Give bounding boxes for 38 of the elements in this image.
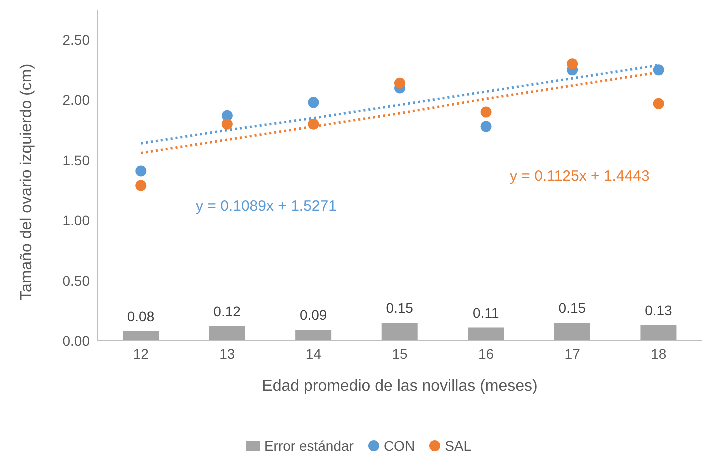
x-tick-label: 16	[478, 346, 494, 362]
y-tick-label: 1.00	[62, 212, 90, 229]
legend-label: SAL	[445, 438, 472, 454]
y-tick-label: 2.50	[62, 32, 90, 48]
point	[653, 64, 664, 76]
annotation: y = 0.1089x + 1.5271	[196, 198, 337, 215]
annotation: y = 0.1125x + 1.4443	[510, 168, 650, 185]
point	[480, 106, 492, 118]
x-tick-label: 15	[392, 346, 408, 362]
y-tick-label: 0.00	[62, 332, 90, 349]
legend-label: CON	[384, 438, 416, 454]
x-axis-title: Edad promedio de las novillas (meses)	[262, 378, 538, 395]
data-label: 0.08	[127, 308, 155, 324]
point	[567, 58, 578, 70]
x-tick-label: 18	[651, 346, 667, 362]
x-tick-label: 17	[564, 346, 581, 362]
data-label: 0.13	[645, 302, 673, 318]
data-label: 0.15	[558, 300, 586, 316]
point	[653, 98, 664, 110]
point	[136, 180, 147, 192]
data-label: 0.09	[300, 307, 328, 324]
point	[308, 118, 320, 130]
point	[394, 78, 406, 89]
y-tick-label: 0.50	[62, 272, 90, 289]
x-tick-label: 13	[220, 346, 236, 362]
data-label: 0.15	[386, 300, 414, 316]
point	[480, 121, 492, 132]
y-tick-label: 2.00	[62, 92, 90, 108]
point	[136, 166, 147, 177]
data-label: 0.11	[473, 304, 500, 321]
y-tick-label: 1.50	[62, 152, 90, 168]
x-tick-label: 14	[306, 346, 322, 362]
point	[222, 118, 233, 130]
x-tick-label: 12	[133, 346, 150, 362]
data-label: 0.12	[214, 304, 242, 320]
y-axis-title: Tamaño del ovario izquierdo (cm)	[18, 64, 36, 300]
legend-label: Error estándar	[264, 438, 354, 454]
point	[308, 97, 320, 108]
